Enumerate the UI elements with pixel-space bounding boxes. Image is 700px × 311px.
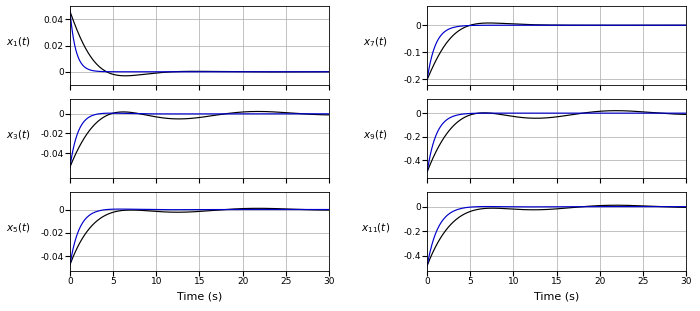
Y-axis label: $x_{11}(t)$: $x_{11}(t)$	[360, 221, 390, 235]
Y-axis label: $x_3(t)$: $x_3(t)$	[6, 129, 31, 142]
Y-axis label: $x_7(t)$: $x_7(t)$	[363, 36, 388, 49]
Y-axis label: $x_5(t)$: $x_5(t)$	[6, 221, 31, 235]
Y-axis label: $x_1(t)$: $x_1(t)$	[6, 36, 31, 49]
X-axis label: Time (s): Time (s)	[534, 291, 579, 301]
Y-axis label: $x_9(t)$: $x_9(t)$	[363, 129, 388, 142]
X-axis label: Time (s): Time (s)	[177, 291, 222, 301]
